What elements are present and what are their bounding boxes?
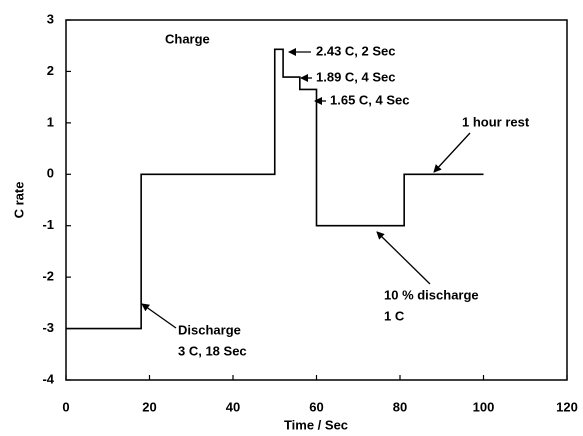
x-tick-label: 120: [556, 399, 578, 414]
y-tick-label: 0: [47, 166, 54, 181]
annotation-arrow: [433, 132, 471, 173]
annotation: 1.65 C, 4 Sec: [330, 92, 410, 107]
annotation: Charge: [165, 31, 210, 46]
annotation-arrow: [376, 231, 431, 285]
annotation: 1.89 C, 4 Sec: [316, 69, 396, 84]
y-axis-label: C rate: [11, 182, 26, 219]
y-tick-label: 3: [47, 11, 54, 26]
annotation: Discharge: [178, 322, 241, 337]
data-line: [66, 48, 484, 330]
annotation: 1 hour rest: [462, 114, 530, 129]
x-tick-label: 80: [393, 399, 407, 414]
x-tick-label: 0: [62, 399, 69, 414]
y-tick-label: -4: [42, 371, 54, 386]
annotation: 3 C, 18 Sec: [178, 343, 247, 358]
x-axis-label: Time / Sec: [284, 417, 348, 432]
x-tick-label: 20: [142, 399, 156, 414]
annotation-arrow: [141, 303, 177, 329]
x-tick-label: 100: [473, 399, 495, 414]
x-tick-label: 60: [309, 399, 323, 414]
y-tick-label: 1: [47, 114, 54, 129]
annotation: 2.43 C, 2 Sec: [316, 43, 396, 58]
annotation: 10 % discharge: [384, 287, 479, 302]
y-tick-label: -2: [42, 269, 54, 284]
y-tick-label: -1: [42, 217, 54, 232]
y-tick-label: -3: [42, 320, 54, 335]
x-tick-label: 40: [226, 399, 240, 414]
y-tick-label: 2: [47, 63, 54, 78]
annotation: 1 C: [384, 308, 405, 323]
